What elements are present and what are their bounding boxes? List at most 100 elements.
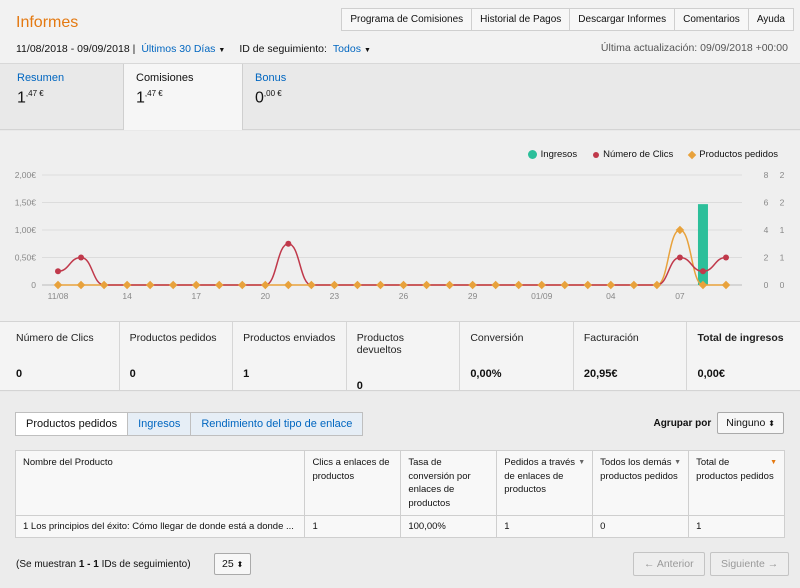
stats-row: Número de Clics 0 Productos pedidos 0 Prod… [0,321,800,392]
period-dropdown[interactable]: Últimos 30 Días ▼ [141,43,225,55]
tab-label: Bonus [255,72,287,84]
period-value: Últimos 30 Días [141,43,216,55]
pedidos-point [560,280,570,290]
pedidos-point [214,280,224,290]
pedidos-point [721,280,731,290]
pedidos-point [53,280,63,290]
filters: 11/08/2018 - 09/09/2018 | Últimos 30 Día… [16,43,371,55]
tab-comisiones[interactable]: Comisiones 1,47 € [123,64,243,130]
pedidos-point [191,280,201,290]
clics-point [723,254,729,261]
pedidos-point [445,280,454,290]
tracking-dropdown[interactable]: Todos ▼ [333,43,371,55]
stat-pedidos: Productos pedidos 0 [118,322,233,390]
nav-historial-pagos[interactable]: Historial de Pagos [471,9,569,30]
x-tick-label: 29 [468,291,478,301]
y-tick-label: 1,50€ [15,198,37,208]
pedidos-point [99,280,109,290]
next-button[interactable]: Siguiente → [710,552,790,576]
clics-point [285,240,292,247]
x-tick-label: 23 [330,291,340,301]
pedidos-point [698,280,708,290]
pedidos-point [652,280,662,290]
group-by-select[interactable]: Ninguno ⬍ [717,412,784,434]
tab-resumen[interactable]: Resumen 1,47 € [5,64,123,130]
pedidos-point [468,280,477,290]
page-title: Informes [16,14,79,31]
caret-down-icon: ▼ [363,47,371,54]
tab-productos-pedidos[interactable]: Productos pedidos [16,413,128,435]
pedidos-point [122,280,132,290]
cell-producto[interactable]: 1 Los principios del éxito: Cómo llegar … [14,515,306,538]
top-bar: Informes Programa de Comisiones Historia… [0,0,800,64]
report-tabs: Productos pedidos Ingresos Rendimiento d… [15,412,364,436]
col-pedidos-enlaces[interactable]: ▼ Pedidos a través de enlaces de producto… [496,450,594,516]
pedidos-point [307,280,316,290]
nav-ayuda[interactable]: Ayuda [747,9,793,30]
col-tasa[interactable]: Tasa de conversión por enlaces de produc… [400,450,498,516]
y3-tick-label: 1 [780,225,785,235]
y2-tick-label: 8 [764,170,769,180]
pedidos-point [238,280,247,290]
tab-ingresos[interactable]: Ingresos [127,413,191,435]
stat-devueltos: Productos devueltos 0 [345,322,460,392]
col-otros[interactable]: ▼ Todos los demás productos pedidos [592,450,690,516]
tab-bonus[interactable]: Bonus 0,00 € [243,64,363,130]
cell: 100,00% [400,515,498,538]
pedidos-point [422,280,431,290]
y2-tick-label: 0 [764,280,769,290]
cell: 0 [592,515,690,538]
chart-legend: Ingresos Número de Clics Productos pedid… [527,149,778,160]
pedidos-point [629,280,639,290]
cell: 1 [688,515,785,538]
cell: 1 [304,515,402,538]
pedidos-point [675,225,685,235]
y3-tick-label: 1 [780,253,785,263]
legend-clics[interactable]: Número de Clics [593,149,673,160]
line-chart: 2,00€ 8 2 1,50€ 6 2 1,00€ 4 1 0,50€ 2 1 0 0 0 11/08 14 17… [15,170,785,301]
clics-point [699,268,706,275]
tab-rendimiento[interactable]: Rendimiento del tipo de enlace [190,413,363,435]
y3-tick-label: 2 [780,170,785,180]
ingresos-bar [697,204,708,285]
y-tick-label: 0,50€ [15,253,37,263]
y2-tick-label: 6 [764,198,769,208]
pedidos-point [261,280,270,290]
legend-pedidos[interactable]: Productos pedidos [688,149,778,160]
clics-point [55,268,61,275]
table-row: 1 Los principios del éxito: Cómo llegar … [14,515,785,538]
y-tick-label: 1,00€ [15,225,37,235]
chart-area: Ingresos Número de Clics Productos pedid… [0,131,800,321]
cell: 1 [496,515,594,538]
prev-button[interactable]: ← Anterior [633,552,705,576]
pedidos-point [353,280,362,290]
col-clics[interactable]: Clics a enlaces de productos [304,450,402,516]
y3-tick-label: 2 [780,198,785,208]
pedidos-point [537,280,546,290]
y2-tick-label: 2 [764,253,769,263]
group-by: Agrupar por Ninguno ⬍ [653,412,784,434]
clics-point [676,254,683,261]
pedidos-point [606,280,616,290]
legend-ingresos[interactable]: Ingresos [527,149,577,160]
caret-down-icon: ▼ [218,47,226,54]
pedidos-point [330,280,339,290]
pedidos-point [76,280,86,290]
page-size-select[interactable]: 25 ⬍ [214,553,252,575]
nav-descargar-informes[interactable]: Descargar Informes [569,9,674,30]
stat-enviados: Productos enviados 1 [232,322,346,390]
stat-total-ingresos: Total de ingresos 0,00€ [686,322,800,390]
nav-comentarios[interactable]: Comentarios [674,9,748,30]
tab-value: 1,47 € [136,89,163,107]
updown-icon: ⬍ [236,560,244,569]
clics-point [78,254,85,261]
group-by-label: Agrupar por [653,417,712,429]
col-nombre[interactable]: Nombre del Producto [14,450,306,516]
stat-facturacion: Facturación 20,95€ [572,322,687,390]
x-tick-label: 20 [261,291,271,301]
summary-tabs: Resumen 1,47 € Comisiones 1,47 € Bonus 0… [0,64,800,130]
nav-programa-comisiones[interactable]: Programa de Comisiones [350,14,464,25]
report-section: Productos pedidos Ingresos Rendimiento d… [0,392,800,588]
col-total[interactable]: ▼ Total de productos pedidos [688,450,785,516]
y2-tick-label: 4 [764,225,769,235]
